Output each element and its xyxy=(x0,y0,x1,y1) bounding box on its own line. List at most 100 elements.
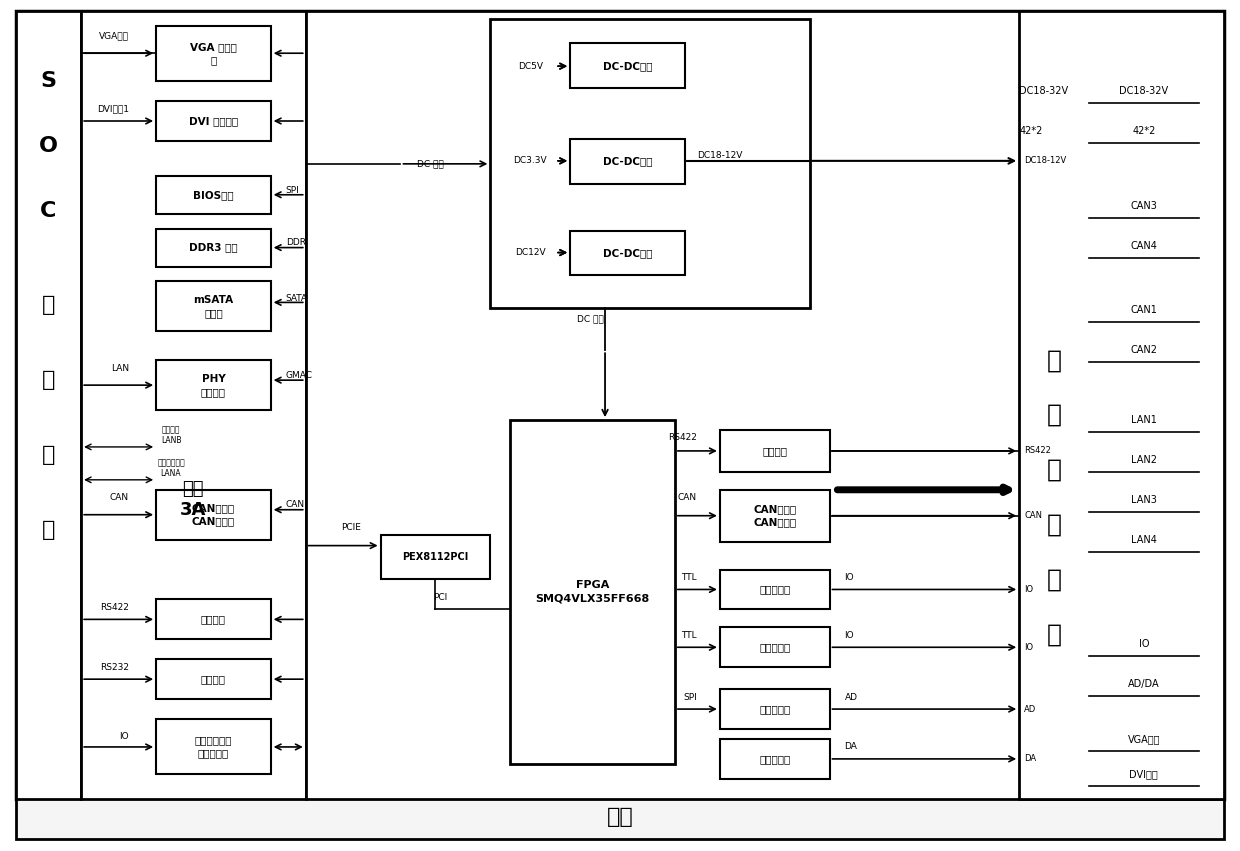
Text: IO: IO xyxy=(119,733,129,741)
Text: LAN3: LAN3 xyxy=(1131,494,1157,505)
Bar xyxy=(1019,11,1224,799)
Text: LAN1: LAN1 xyxy=(1131,415,1157,425)
Bar xyxy=(570,231,684,276)
Bar xyxy=(719,739,830,779)
Text: 高速数字信号
LANA: 高速数字信号 LANA xyxy=(157,458,185,477)
Text: CAN3: CAN3 xyxy=(1131,201,1157,211)
Text: CAN1: CAN1 xyxy=(1131,306,1157,316)
Text: 数字量输入: 数字量输入 xyxy=(759,585,790,595)
Text: LAN: LAN xyxy=(110,363,129,373)
Text: DVI接口1: DVI接口1 xyxy=(97,105,129,113)
Text: IO: IO xyxy=(1138,639,1149,649)
Text: 42*2: 42*2 xyxy=(1132,126,1156,136)
Text: SATA: SATA xyxy=(285,294,308,303)
Text: CAN: CAN xyxy=(678,494,697,502)
Text: DVI 接口芯片: DVI 接口芯片 xyxy=(188,116,238,126)
Text: 滤: 滤 xyxy=(1047,348,1061,372)
Bar xyxy=(16,794,1224,838)
Text: IO: IO xyxy=(844,573,854,582)
Text: PHY
接口芯片: PHY 接口芯片 xyxy=(201,374,226,397)
Text: DA: DA xyxy=(1024,754,1037,763)
Text: mSATA
电子盘: mSATA 电子盘 xyxy=(193,294,233,318)
Bar xyxy=(490,20,810,308)
Bar xyxy=(510,420,675,764)
Text: S: S xyxy=(40,71,56,91)
Bar xyxy=(719,689,830,729)
Text: DC18-12V: DC18-12V xyxy=(1024,157,1066,165)
Text: CAN控制器
CAN收发器: CAN控制器 CAN收发器 xyxy=(192,503,234,526)
Bar xyxy=(719,490,830,541)
Bar xyxy=(156,660,270,700)
Text: CAN: CAN xyxy=(1024,511,1042,520)
Bar xyxy=(156,282,270,331)
Bar xyxy=(570,139,684,184)
Text: TTL: TTL xyxy=(681,573,697,582)
Text: DC 供电: DC 供电 xyxy=(577,314,604,323)
Text: 串口芯片: 串口芯片 xyxy=(201,614,226,625)
Bar xyxy=(156,101,270,141)
Text: RS232: RS232 xyxy=(100,663,129,671)
Text: DC-DC模块: DC-DC模块 xyxy=(603,60,652,71)
Text: DC12V: DC12V xyxy=(515,248,546,257)
Text: 接: 接 xyxy=(1047,458,1061,482)
Text: 龙芯
3A: 龙芯 3A xyxy=(180,480,206,519)
Text: DC18-32V: DC18-32V xyxy=(1120,86,1168,96)
Text: DC 供电: DC 供电 xyxy=(417,159,444,168)
Text: AD/DA: AD/DA xyxy=(1128,679,1159,689)
Text: SPI: SPI xyxy=(285,186,300,195)
Text: DC18-12V: DC18-12V xyxy=(697,151,743,160)
Text: RS422: RS422 xyxy=(1024,447,1052,455)
Text: GMAC: GMAC xyxy=(285,371,312,380)
Text: DDR3 内存: DDR3 内存 xyxy=(190,243,238,253)
Bar xyxy=(156,360,270,410)
Bar xyxy=(156,26,270,81)
Bar xyxy=(156,176,270,214)
Text: CAN: CAN xyxy=(285,500,305,509)
Text: 数字量输出: 数字量输出 xyxy=(759,643,790,652)
Text: 块: 块 xyxy=(42,520,55,540)
Text: AD: AD xyxy=(844,693,858,701)
Text: 背板: 背板 xyxy=(606,807,634,826)
Text: IO: IO xyxy=(1024,585,1033,594)
Text: RS422: RS422 xyxy=(100,603,129,612)
Text: LAN2: LAN2 xyxy=(1131,455,1157,465)
Text: PEX8112PCI: PEX8112PCI xyxy=(402,552,469,562)
Text: 串口芯片: 串口芯片 xyxy=(201,674,226,684)
Bar xyxy=(719,569,830,609)
Bar xyxy=(719,627,830,667)
Text: 模拟量输出: 模拟量输出 xyxy=(759,754,790,764)
Text: 视频信号
LANB: 视频信号 LANB xyxy=(161,426,181,445)
Text: DDR: DDR xyxy=(285,238,306,247)
Text: BIOS芯片: BIOS芯片 xyxy=(193,190,233,200)
Text: CAN: CAN xyxy=(110,494,129,502)
Text: VGA 接口芯
片: VGA 接口芯 片 xyxy=(190,42,237,66)
Text: 模拟量输入: 模拟量输入 xyxy=(759,704,790,714)
Text: CAN4: CAN4 xyxy=(1131,241,1157,250)
Text: O: O xyxy=(38,136,58,156)
Bar xyxy=(156,599,270,639)
Text: DA: DA xyxy=(844,742,857,751)
Text: PCIE: PCIE xyxy=(341,523,361,532)
Bar xyxy=(156,229,270,266)
Text: DC3.3V: DC3.3V xyxy=(513,157,547,165)
Text: C: C xyxy=(40,201,57,220)
Text: DC-DC模块: DC-DC模块 xyxy=(603,248,652,258)
Text: 口: 口 xyxy=(1047,512,1061,537)
Bar xyxy=(381,534,490,580)
Text: 波: 波 xyxy=(1047,403,1061,427)
Text: 辅: 辅 xyxy=(42,295,55,316)
Text: TTL: TTL xyxy=(681,631,697,640)
Text: 数字量输入输
出隔离电路: 数字量输入输 出隔离电路 xyxy=(195,735,232,758)
Text: 块: 块 xyxy=(1047,622,1061,646)
Text: AD: AD xyxy=(1024,705,1037,714)
Bar xyxy=(156,719,270,774)
Text: CAN2: CAN2 xyxy=(1131,346,1157,355)
Text: DC5V: DC5V xyxy=(518,61,543,71)
Text: FPGA
SMQ4VLX35FF668: FPGA SMQ4VLX35FF668 xyxy=(536,580,650,603)
Bar xyxy=(156,490,270,540)
Text: IO: IO xyxy=(844,631,854,640)
Text: 助: 助 xyxy=(42,370,55,390)
Bar xyxy=(81,11,306,799)
Bar xyxy=(570,43,684,89)
Text: LAN4: LAN4 xyxy=(1131,534,1157,545)
